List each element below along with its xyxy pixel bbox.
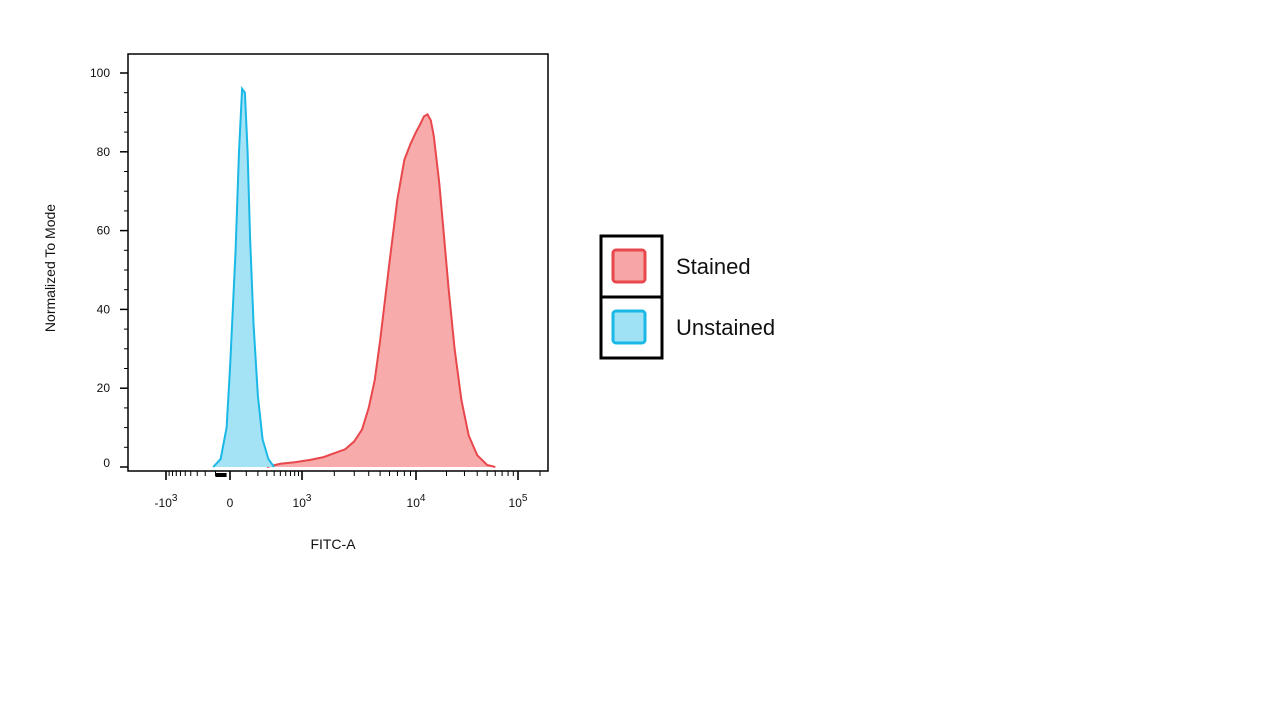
- y-tick-label: 80: [97, 145, 111, 159]
- series-line-unstained: [212, 85, 275, 468]
- legend: Stained Unstained: [599, 234, 775, 360]
- y-tick-label: 40: [97, 302, 111, 316]
- y-tick-label: 20: [97, 381, 111, 395]
- x-tick-label: 0: [227, 496, 234, 510]
- series-line-stained: [266, 113, 496, 468]
- legend-swatch: [611, 248, 647, 284]
- y-tick-label: 0: [103, 456, 110, 470]
- legend-item-unstained: Unstained: [599, 295, 775, 360]
- legend-label: Stained: [676, 254, 751, 279]
- series-area-unstained: [213, 88, 275, 468]
- x-tick-label: 103: [293, 493, 312, 510]
- legend-label: Unstained: [676, 315, 775, 340]
- series-area-stained: [266, 114, 496, 468]
- y-tick-label: 100: [90, 66, 110, 80]
- plot-frame: [127, 53, 549, 472]
- x-tick-label: -103: [155, 493, 178, 510]
- series-layer: [212, 85, 496, 468]
- legend-item-stained: Stained: [599, 234, 751, 299]
- y-tick-label: 60: [97, 224, 111, 238]
- x-axis-title: FITC-A: [310, 536, 356, 552]
- legend-swatch: [611, 309, 647, 345]
- x-tick-label: 104: [407, 493, 426, 510]
- x-tick-label: 105: [509, 493, 528, 510]
- y-axis-title: Normalized To Mode: [42, 204, 58, 332]
- axis-layer: 0 20 40 60 80 100 -103 0 103 104 105: [90, 66, 541, 510]
